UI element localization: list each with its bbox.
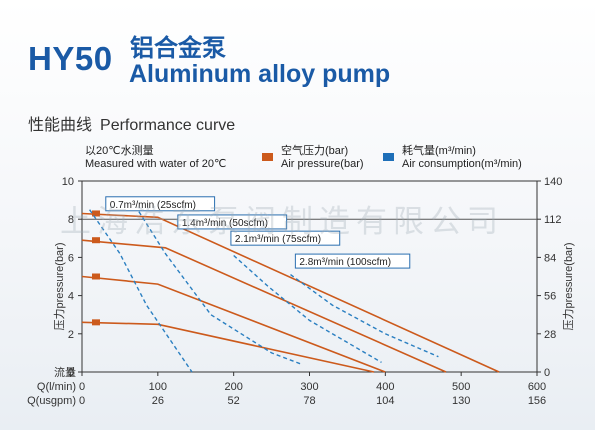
pressure-curve-3 (81, 275, 386, 373)
flow-label-box-4 (294, 253, 411, 269)
y-tick-label: 2 (68, 329, 74, 341)
watermark: 上海浩东泵阀制造有限公司 (60, 204, 504, 239)
flow-label-box-1 (105, 196, 216, 212)
x-tick-label: 600 (528, 381, 546, 393)
x2-tick-label: 0 (79, 395, 85, 407)
x2-tick-label: 78 (303, 395, 315, 407)
y-right-tick-label: 28 (544, 329, 556, 341)
measurement-note: 以20℃水测量 Measured with water of 20℃ (85, 145, 226, 171)
pressure-marker-1 (92, 210, 100, 217)
y-right-tick-label: 140 (544, 176, 562, 188)
x2-tick-label: 26 (152, 395, 164, 407)
legend-air-pressure: 空气压力(bar) Air pressure(bar) (262, 145, 364, 171)
consumption-curve-3 (233, 254, 382, 364)
x-tick-label: 500 (452, 381, 470, 393)
x2-axis-label: Q(usgpm) (27, 395, 76, 407)
x2-tick-label: 130 (452, 395, 470, 407)
pressure-curve-2 (81, 239, 447, 373)
x-tick-label: 200 (224, 381, 242, 393)
x2-tick-label: 104 (376, 395, 394, 407)
model-code: HY50 (28, 40, 113, 77)
flow-label-2: 1.4m³/min (50scfm) (182, 218, 268, 229)
title-chinese: 铝合金泵 (130, 35, 226, 62)
flow-label-box-3 (230, 230, 341, 246)
flow-label-4: 2.8m³/min (100scfm) (299, 257, 391, 268)
y-tick-label: 8 (68, 214, 74, 226)
flow-label-1: 0.7m³/min (25scfm) (110, 200, 196, 211)
chart-subtitle: 性能曲线 Performance curve (28, 111, 235, 135)
legend-pressure-cn: 空气压力(bar) (281, 145, 349, 157)
x-tick-label: 400 (376, 381, 394, 393)
flow-row-label: 流量 (54, 365, 76, 379)
y-right-tick-label: 84 (544, 252, 556, 264)
x-axis-label: Q(l/min) (37, 381, 76, 393)
x2-tick-label: 52 (228, 395, 240, 407)
pressure-marker-2 (92, 237, 100, 244)
legend-swatch-consumption (383, 153, 394, 161)
y-axis-label: 压力pressure(bar) (53, 242, 66, 330)
y-tick-label: 4 (68, 291, 74, 303)
legend-air-consumption: 耗气量(m³/min) Air consumption(m³/min) (383, 145, 522, 171)
x-tick-label: 300 (300, 381, 318, 393)
subtitle-english: Performance curve (100, 117, 236, 134)
title-english: Aluminum alloy pump (129, 60, 391, 88)
flow-label-3: 2.1m³/min (75scfm) (235, 234, 321, 245)
y-right-tick-label: 112 (544, 214, 562, 226)
y-tick-label: 6 (68, 252, 74, 264)
y-tick-label: 0 (68, 367, 74, 379)
x-tick-label: 0 (79, 381, 85, 393)
pressure-curve-4 (81, 321, 375, 373)
pressure-marker-3 (92, 273, 100, 280)
legend-consumption-en: Air consumption(m³/min) (402, 158, 522, 170)
legend-pressure-en: Air pressure(bar) (281, 158, 364, 170)
y-tick-label: 10 (62, 176, 74, 188)
legend-swatch-pressure (262, 153, 273, 161)
subtitle-chinese: 性能曲线 (28, 117, 93, 134)
consumption-curve-4 (290, 274, 439, 358)
pressure-marker-4 (92, 319, 100, 326)
note-chinese: 以20℃水测量 (85, 145, 154, 157)
flow-label-box-2 (177, 214, 288, 230)
note-english: Measured with water of 20℃ (85, 158, 227, 170)
x2-tick-label: 156 (528, 395, 546, 407)
legend-consumption-cn: 耗气量(m³/min) (402, 145, 476, 157)
x-tick-label: 100 (149, 381, 167, 393)
y-right-tick-label: 0 (544, 367, 550, 379)
y-right-tick-label: 56 (544, 291, 556, 303)
pressure-curve-1 (81, 212, 500, 373)
y-right-axis-label: 压力pressure(bar) (562, 242, 575, 330)
